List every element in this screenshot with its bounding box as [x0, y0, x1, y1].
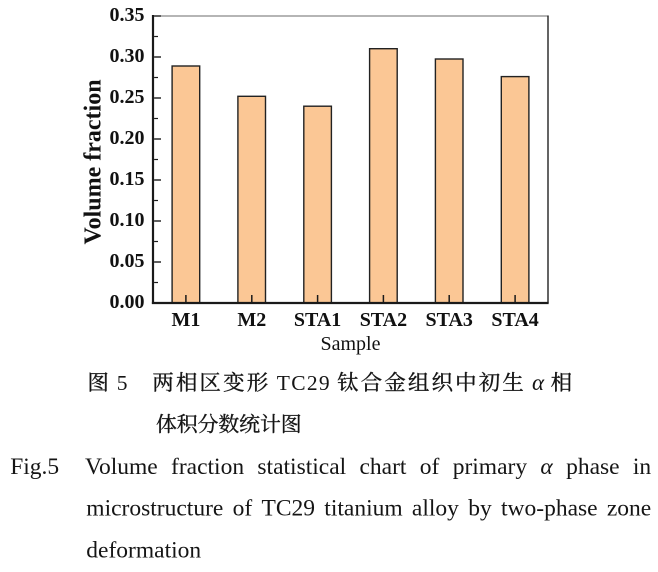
- svg-text:M2: M2: [237, 309, 266, 331]
- svg-text:Volume: Volume: [85, 454, 158, 480]
- svg-text:STA4: STA4: [491, 309, 538, 331]
- svg-text:titanium: titanium: [324, 496, 402, 522]
- svg-text:of: of: [420, 454, 440, 480]
- svg-text:0.35: 0.35: [110, 4, 145, 26]
- svg-text:0.05: 0.05: [110, 250, 145, 272]
- svg-text:phase: phase: [566, 454, 620, 480]
- svg-text:chart: chart: [360, 454, 407, 480]
- svg-text:statistical: statistical: [257, 454, 346, 480]
- svg-text:in: in: [633, 454, 652, 480]
- svg-text:fraction: fraction: [171, 454, 244, 480]
- svg-text:α: α: [540, 454, 553, 480]
- svg-text:0.25: 0.25: [110, 86, 145, 108]
- svg-text:0.10: 0.10: [110, 209, 145, 231]
- svg-text:STA2: STA2: [360, 309, 407, 331]
- svg-text:0.15: 0.15: [110, 168, 145, 190]
- svg-text:TC29: TC29: [261, 496, 315, 522]
- svg-text:Fig.5: Fig.5: [10, 454, 59, 480]
- svg-text:primary: primary: [453, 454, 528, 480]
- svg-text:microstructure: microstructure: [86, 496, 223, 522]
- svg-text:two-phase: two-phase: [501, 496, 598, 522]
- svg-text:STA3: STA3: [425, 309, 472, 331]
- svg-text:M1: M1: [171, 309, 200, 331]
- svg-text:α: α: [532, 370, 545, 395]
- svg-text:of: of: [233, 496, 253, 522]
- svg-text:alloy: alloy: [412, 496, 459, 522]
- svg-text:TC29: TC29: [277, 371, 331, 395]
- svg-text:zone: zone: [607, 496, 651, 522]
- svg-text:0.20: 0.20: [110, 127, 145, 149]
- svg-text:STA1: STA1: [294, 309, 341, 331]
- svg-text:0.00: 0.00: [110, 291, 145, 313]
- svg-text:Volume fraction: Volume fraction: [81, 79, 107, 244]
- svg-text:5: 5: [117, 371, 128, 395]
- svg-text:deformation: deformation: [86, 537, 201, 563]
- svg-text:by: by: [468, 496, 492, 522]
- svg-text:Sample: Sample: [321, 333, 381, 355]
- svg-text:0.30: 0.30: [110, 45, 145, 67]
